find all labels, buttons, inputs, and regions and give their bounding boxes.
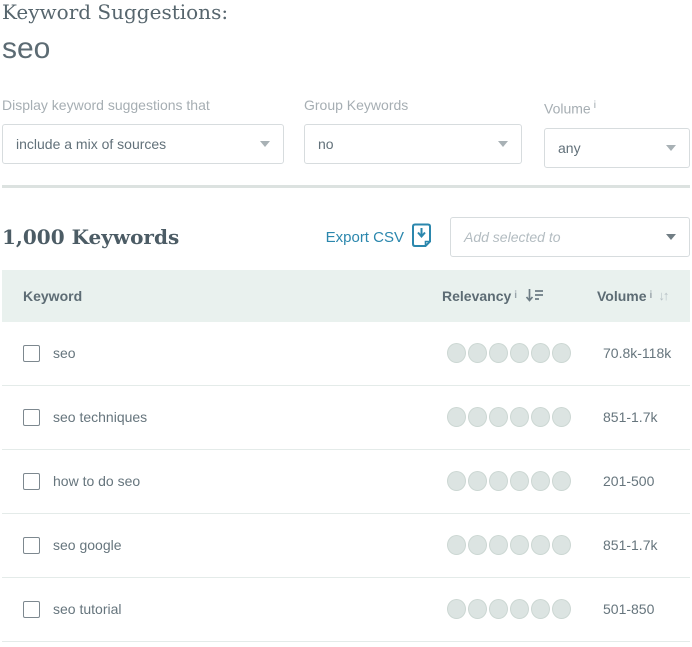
keyword-label: seo techniques [53, 409, 148, 426]
relevancy-dot [510, 343, 529, 364]
relevancy-dot [489, 407, 508, 428]
relevancy-dots [442, 471, 597, 492]
export-csv-link[interactable]: Export CSV [326, 223, 432, 252]
relevancy-dot [552, 471, 571, 492]
table-body: seo 70.8k-118k seo techniques 851-1.7k h… [2, 321, 690, 642]
relevancy-dot [552, 343, 571, 364]
relevancy-dots [442, 407, 597, 428]
caret-down-icon [666, 234, 676, 241]
keyword-label: how to do seo [53, 473, 141, 490]
page-title: Keyword Suggestions: [2, 0, 229, 24]
relevancy-dot [510, 535, 529, 556]
table-row: seo 70.8k-118k [2, 321, 690, 386]
relevancy-dot [531, 407, 550, 428]
row-checkbox[interactable] [23, 600, 40, 618]
volume-range: 501-850 [603, 601, 655, 618]
volume-range: 851-1.7k [603, 537, 658, 554]
column-header-volume[interactable]: Volume i ↓↑ [597, 287, 669, 304]
volume-range: 70.8k-118k [603, 345, 672, 362]
table-header: Keyword Relevancy i Volume i ↓↑ [2, 269, 690, 322]
column-header-relevancy[interactable]: Relevancy i [442, 288, 597, 304]
relevancy-dot [510, 407, 529, 428]
relevancy-dot [552, 407, 571, 428]
relevancy-dot [531, 599, 550, 620]
table-row: seo tutorial 501-850 [2, 577, 690, 642]
filter-volume-label: Volume [544, 100, 591, 117]
row-checkbox[interactable] [23, 472, 40, 490]
relevancy-dots [442, 599, 597, 620]
relevancy-dot [468, 471, 487, 492]
keyword-label: seo tutorial [53, 601, 122, 618]
relevancy-dot [489, 599, 508, 620]
caret-down-icon [498, 141, 508, 147]
filter-group-dropdown[interactable]: no [304, 124, 522, 164]
add-selected-dropdown[interactable]: Add selected to [450, 217, 690, 258]
relevancy-dot [447, 343, 466, 364]
table-row: seo techniques 851-1.7k [2, 385, 690, 450]
filter-source-label: Display keyword suggestions that [2, 97, 210, 113]
column-header-keyword[interactable]: Keyword [23, 287, 83, 304]
relevancy-dot [447, 599, 466, 620]
add-selected-placeholder: Add selected to [464, 229, 561, 246]
caret-down-icon [666, 144, 676, 151]
relevancy-dot [510, 471, 529, 492]
sort-updown-icon[interactable]: ↓↑ [658, 288, 669, 304]
filter-group-label: Group Keywords [304, 97, 409, 113]
filter-source-value: include a mix of sources [16, 136, 167, 152]
row-checkbox[interactable] [23, 344, 40, 362]
export-csv-icon [411, 223, 432, 252]
relevancy-dot [489, 471, 508, 492]
row-checkbox[interactable] [23, 408, 40, 426]
filter-volume-dropdown[interactable]: any [544, 127, 690, 168]
filter-group-keywords: Group Keywords no [304, 97, 522, 168]
info-icon: i [649, 290, 653, 302]
relevancy-dot [531, 471, 550, 492]
relevancy-dot [468, 535, 487, 556]
relevancy-dot [489, 535, 508, 556]
keyword-label: seo google [53, 537, 122, 554]
volume-range: 851-1.7k [603, 409, 658, 426]
filter-volume: Volume i any [544, 97, 690, 168]
relevancy-dot [552, 535, 571, 556]
info-icon: i [593, 100, 596, 111]
keyword-label: seo [53, 345, 76, 362]
results-bar: 1,000 Keywords Export CSV Add selected t… [2, 217, 690, 258]
query-term: seo [2, 32, 51, 65]
relevancy-dot [447, 535, 466, 556]
relevancy-dot [468, 407, 487, 428]
sort-descending-icon[interactable] [525, 288, 544, 303]
relevancy-dot [468, 343, 487, 364]
relevancy-dot [552, 599, 571, 620]
caret-down-icon [260, 141, 270, 147]
relevancy-dot [447, 471, 466, 492]
row-checkbox[interactable] [23, 536, 40, 554]
keywords-table: Keyword Relevancy i Volume i ↓↑ seo [2, 269, 690, 642]
table-row: seo google 851-1.7k [2, 513, 690, 578]
relevancy-dot [489, 343, 508, 364]
results-count: 1,000 Keywords [2, 225, 180, 250]
volume-range: 201-500 [603, 473, 655, 490]
filter-source-dropdown[interactable]: include a mix of sources [2, 124, 284, 164]
export-csv-label: Export CSV [325, 228, 404, 246]
filter-group-value: no [318, 136, 334, 152]
relevancy-dots [442, 343, 597, 364]
info-icon: i [514, 290, 518, 302]
filter-bar: Display keyword suggestions that include… [2, 97, 690, 168]
relevancy-dot [447, 407, 466, 428]
relevancy-dots [442, 535, 597, 556]
relevancy-dot [510, 599, 529, 620]
relevancy-dot [468, 599, 487, 620]
relevancy-dot [531, 343, 550, 364]
table-row: how to do seo 201-500 [2, 449, 690, 514]
filter-volume-value: any [558, 139, 581, 156]
filter-source: Display keyword suggestions that include… [2, 97, 284, 168]
section-divider [2, 184, 690, 188]
relevancy-dot [531, 535, 550, 556]
